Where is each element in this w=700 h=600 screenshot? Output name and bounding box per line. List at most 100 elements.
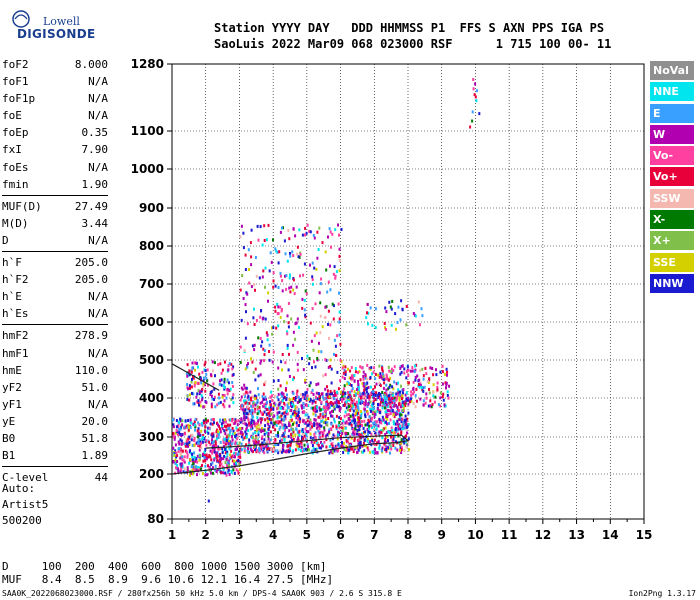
echo-point: [353, 421, 356, 425]
echo-point: [252, 432, 255, 436]
echo-point: [387, 387, 390, 391]
echo-point: [365, 387, 368, 390]
echo-point: [339, 398, 342, 401]
echo-point: [201, 370, 204, 374]
echo-point: [240, 407, 243, 411]
echo-point: [204, 473, 207, 477]
echo-point: [381, 406, 384, 410]
echo-point: [298, 420, 301, 424]
echo-point: [309, 418, 312, 422]
echo-point: [222, 418, 225, 422]
echo-point: [185, 424, 188, 428]
echo-point: [188, 384, 191, 388]
echo-point: [223, 399, 226, 403]
echo-point: [331, 447, 334, 451]
echo-point: [320, 277, 323, 281]
echo-point: [224, 432, 227, 436]
echo-point: [228, 381, 230, 385]
echo-point: [332, 393, 335, 397]
x-tick-label: 12: [535, 528, 552, 542]
echo-point: [309, 381, 312, 385]
echo-point: [321, 412, 324, 416]
echo-point: [290, 415, 293, 419]
echo-point: [312, 436, 315, 440]
echo-point: [338, 444, 341, 448]
echo-point: [250, 404, 253, 408]
echo-point: [238, 441, 241, 445]
echo-point: [273, 440, 276, 444]
echo-point: [377, 440, 380, 444]
echo-point: [374, 448, 377, 451]
echo-point: [272, 379, 275, 383]
echo-point: [193, 402, 196, 406]
echo-point: [338, 254, 341, 258]
echo-point: [270, 408, 273, 412]
echo-point: [258, 405, 261, 409]
echo-point: [234, 440, 237, 444]
echo-point: [320, 400, 323, 404]
echo-point: [379, 400, 382, 404]
echo-point: [349, 444, 352, 447]
echo-point: [227, 464, 230, 467]
echo-point: [340, 445, 343, 449]
echo-point: [267, 299, 269, 303]
echo-point: [325, 393, 328, 397]
echo-point: [232, 393, 235, 397]
echo-point: [237, 432, 240, 436]
echo-point: [231, 384, 234, 388]
echo-point: [244, 386, 247, 390]
echo-point: [295, 412, 298, 416]
echo-point: [196, 454, 199, 458]
echo-point: [241, 404, 244, 408]
echo-point: [387, 378, 390, 382]
echo-point: [305, 447, 307, 451]
echo-point: [397, 393, 399, 397]
echo-point: [347, 391, 350, 395]
echo-point: [334, 344, 337, 348]
echo-point: [178, 442, 181, 446]
param-value: 27.49: [74, 199, 108, 213]
echo-point: [212, 433, 215, 437]
echo-point: [300, 449, 302, 453]
echo-point: [368, 424, 371, 428]
echo-point: [223, 405, 226, 409]
echo-point: [248, 281, 251, 285]
param-row: MUF(D) 27.49: [2, 194, 108, 215]
echo-point: [286, 412, 289, 416]
echo-point: [291, 434, 294, 438]
echo-point: [245, 443, 248, 447]
echo-point: [324, 421, 327, 425]
echo-point: [385, 310, 388, 314]
echo-point: [354, 424, 357, 428]
echo-point: [386, 404, 389, 408]
echo-point: [205, 439, 208, 443]
echo-point: [262, 444, 265, 448]
echo-point: [196, 466, 199, 470]
echo-point: [390, 307, 393, 311]
echo-point: [403, 449, 406, 453]
echo-point: [261, 395, 264, 398]
y-tick-label: 80: [147, 512, 164, 526]
echo-point: [366, 377, 369, 381]
echo-point: [295, 285, 298, 289]
echo-point: [296, 442, 299, 446]
echo-point: [329, 411, 332, 415]
echo-point: [338, 405, 340, 409]
echo-point: [397, 427, 400, 431]
echo-point: [368, 415, 371, 419]
echo-point: [192, 375, 194, 379]
echo-point: [316, 256, 319, 260]
echo-point: [228, 439, 231, 443]
echo-point: [193, 455, 196, 459]
echo-point: [447, 396, 450, 400]
echo-point: [295, 427, 298, 431]
echo-point: [268, 417, 271, 421]
echo-point: [390, 445, 392, 449]
echo-point: [254, 410, 257, 414]
echo-point: [404, 401, 407, 405]
echo-point: [359, 365, 362, 369]
echo-point: [364, 399, 367, 403]
echo-point: [292, 288, 295, 292]
echo-point: [350, 384, 353, 387]
echo-point: [271, 394, 274, 398]
